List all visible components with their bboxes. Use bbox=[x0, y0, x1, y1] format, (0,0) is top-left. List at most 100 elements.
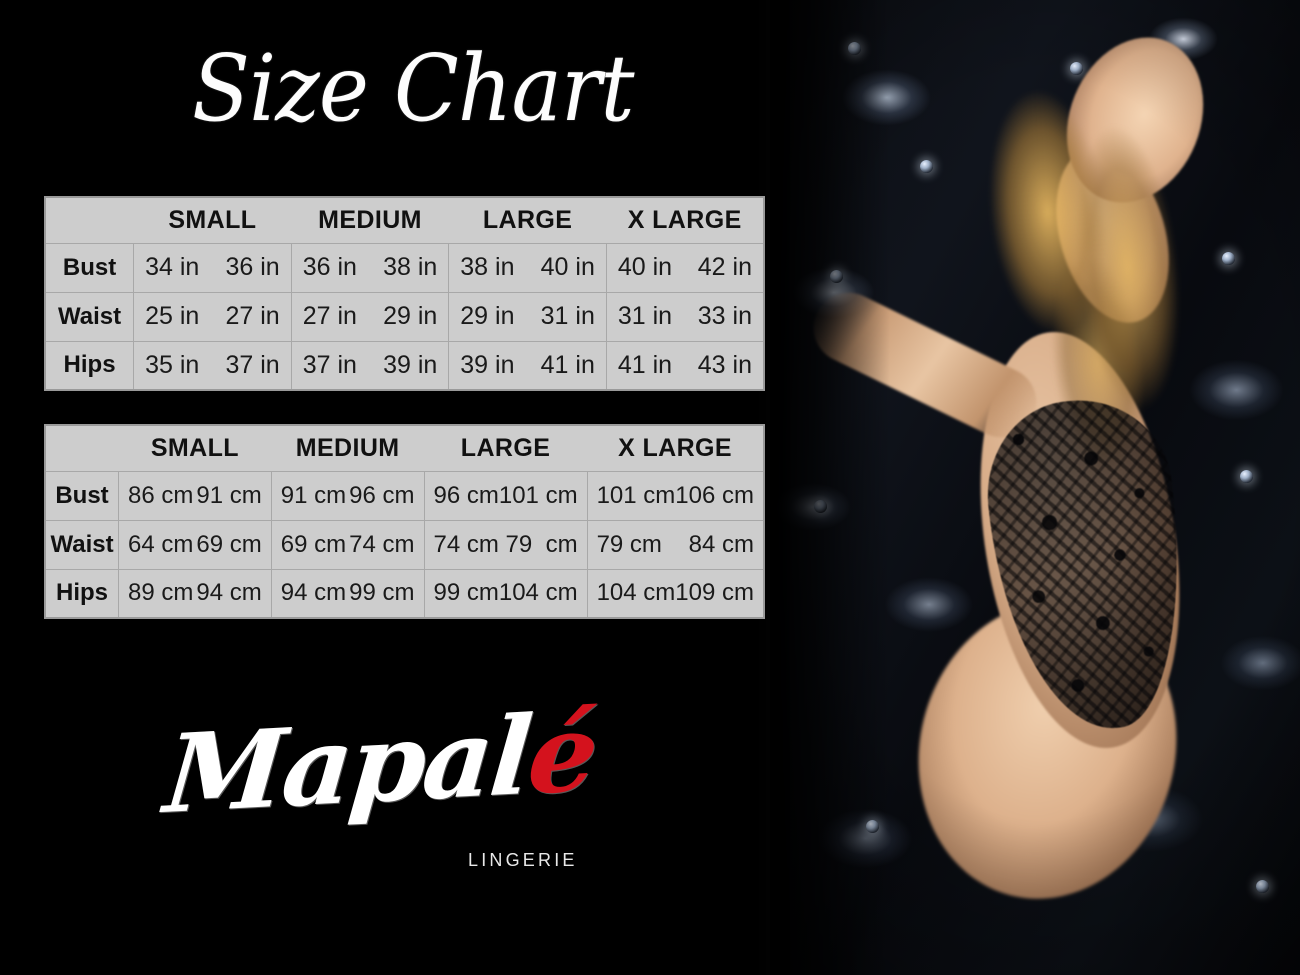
cell-bust-xlarge: 40 in 42 in bbox=[605, 242, 765, 293]
value-max: 79 cm bbox=[505, 530, 578, 558]
value-max: 27 in bbox=[225, 302, 280, 330]
cell-bust-xlarge: 101 cm 106 cm bbox=[586, 470, 765, 521]
cell-waist-medium: 27 in 29 in bbox=[290, 291, 450, 342]
cell-hips-medium: 37 in 39 in bbox=[290, 340, 450, 391]
value-min: 94 cm bbox=[280, 579, 347, 607]
value-max: 74 cm bbox=[349, 530, 415, 558]
value-max: 41 in bbox=[540, 350, 595, 379]
cell-hips-xlarge: 104 cm 109 cm bbox=[586, 568, 765, 619]
value-min: 37 in bbox=[302, 350, 357, 379]
value-max: 69 cm bbox=[196, 530, 262, 558]
brand-tagline: LINGERIE bbox=[468, 850, 578, 870]
value-max: 29 in bbox=[383, 302, 438, 330]
cell-hips-large: 39 in 41 in bbox=[448, 340, 607, 391]
row-label-waist: Waist bbox=[45, 291, 135, 342]
cell-hips-small: 89 cm 94 cm bbox=[118, 568, 272, 619]
cell-bust-medium: 36 in 38 in bbox=[290, 242, 450, 293]
table-row: Waist 64 cm 69 cm 69 cm 74 cm 74 cm 79 cm 7… bbox=[45, 519, 765, 570]
value-min: 29 in bbox=[460, 302, 515, 330]
value-min: 27 in bbox=[302, 302, 357, 330]
value-min: 35 in bbox=[145, 350, 200, 379]
column-header-large: LARGE bbox=[424, 425, 588, 471]
table-row: Waist 25 in 27 in 27 in 29 in 29 in 31 in 3… bbox=[45, 291, 765, 342]
value-max: 43 in bbox=[697, 350, 752, 379]
column-header-xlarge: X LARGE bbox=[587, 425, 764, 471]
value-min: 74 cm bbox=[433, 530, 499, 558]
value-min: 31 in bbox=[617, 302, 673, 330]
cell-waist-large: 29 in 31 in bbox=[448, 291, 607, 342]
column-header-small: SMALL bbox=[133, 197, 292, 243]
value-max: 109 cm bbox=[675, 579, 754, 607]
brand-wordmark: Mapalé bbox=[160, 690, 600, 838]
value-max: 96 cm bbox=[349, 481, 415, 509]
column-header-large: LARGE bbox=[448, 197, 607, 243]
table-header-row: SMALL MEDIUM LARGE X LARGE bbox=[45, 197, 764, 243]
value-max: 31 in bbox=[540, 302, 595, 330]
cell-bust-small: 86 cm 91 cm bbox=[118, 470, 272, 521]
column-header-medium: MEDIUM bbox=[271, 425, 424, 471]
value-min: 39 in bbox=[460, 350, 515, 379]
row-label-hips: Hips bbox=[45, 568, 120, 619]
cell-hips-xlarge: 41 in 43 in bbox=[605, 340, 765, 391]
value-min: 36 in bbox=[302, 253, 357, 281]
value-min: 89 cm bbox=[128, 579, 194, 607]
table-row: Bust 86 cm 91 cm 91 cm 96 cm 96 cm 101 cm 1… bbox=[45, 470, 765, 521]
value-min: 38 in bbox=[460, 253, 515, 281]
header-corner bbox=[45, 425, 119, 471]
value-max: 106 cm bbox=[675, 481, 754, 509]
header-corner bbox=[45, 197, 134, 243]
value-min: 91 cm bbox=[280, 481, 347, 509]
value-max: 84 cm bbox=[688, 530, 754, 558]
cell-waist-xlarge: 31 in 33 in bbox=[605, 291, 765, 342]
value-max: 37 in bbox=[225, 350, 280, 379]
value-max: 99 cm bbox=[349, 579, 415, 607]
value-max: 39 in bbox=[383, 350, 438, 379]
value-max: 91 cm bbox=[196, 481, 262, 509]
brand-name-main: Mapal bbox=[160, 693, 535, 838]
cell-waist-large: 74 cm 79 cm bbox=[423, 519, 588, 570]
cell-hips-large: 99 cm 104 cm bbox=[423, 568, 588, 619]
value-min: 104 cm bbox=[596, 579, 676, 607]
row-label-bust: Bust bbox=[45, 242, 135, 293]
row-label-hips: Hips bbox=[45, 340, 135, 391]
value-min: 25 in bbox=[145, 302, 200, 330]
value-min: 41 in bbox=[617, 350, 673, 379]
table-row: Hips 35 in 37 in 37 in 39 in 39 in 41 in 41… bbox=[45, 340, 765, 391]
cell-waist-small: 64 cm 69 cm bbox=[118, 519, 272, 570]
brand-name-accent: é bbox=[523, 689, 601, 820]
column-header-small: SMALL bbox=[118, 425, 272, 471]
value-max: 42 in bbox=[697, 253, 752, 281]
value-min: 101 cm bbox=[596, 481, 676, 509]
cell-hips-medium: 94 cm 99 cm bbox=[270, 568, 425, 619]
brand-logo: Mapalé LINGERIE bbox=[160, 690, 600, 892]
value-min: 40 in bbox=[617, 253, 673, 281]
value-max: 36 in bbox=[225, 253, 280, 281]
value-min: 64 cm bbox=[128, 530, 194, 558]
row-label-waist: Waist bbox=[45, 519, 120, 570]
page-title: Size Chart bbox=[192, 35, 635, 142]
cell-waist-xlarge: 79 cm 84 cm bbox=[586, 519, 765, 570]
value-max: 38 in bbox=[383, 253, 438, 281]
cell-bust-large: 38 in 40 in bbox=[448, 242, 607, 293]
size-table-centimeters: SMALL MEDIUM LARGE X LARGE Bust 86 cm 91 … bbox=[44, 424, 765, 619]
cell-bust-large: 96 cm 101 cm bbox=[423, 470, 588, 521]
cell-waist-small: 25 in 27 in bbox=[133, 291, 292, 342]
column-header-xlarge: X LARGE bbox=[606, 197, 764, 243]
column-header-medium: MEDIUM bbox=[291, 197, 449, 243]
value-min: 69 cm bbox=[280, 530, 347, 558]
size-table-inches: SMALL MEDIUM LARGE X LARGE Bust 34 in 36 … bbox=[44, 196, 765, 391]
row-label-bust: Bust bbox=[45, 470, 120, 521]
cell-bust-small: 34 in 36 in bbox=[133, 242, 292, 293]
value-max: 104 cm bbox=[498, 579, 578, 607]
value-max: 101 cm bbox=[498, 481, 578, 509]
value-max: 33 in bbox=[697, 302, 752, 330]
value-min: 79 cm bbox=[596, 530, 662, 558]
cell-hips-small: 35 in 37 in bbox=[133, 340, 292, 391]
table-row: Hips 89 cm 94 cm 94 cm 99 cm 99 cm 104 cm 1… bbox=[45, 568, 765, 619]
value-min: 34 in bbox=[145, 253, 200, 281]
cell-bust-medium: 91 cm 96 cm bbox=[270, 470, 425, 521]
value-min: 96 cm bbox=[433, 481, 499, 509]
photo-left-fade bbox=[770, 0, 890, 975]
table-row: Bust 34 in 36 in 36 in 38 in 38 in 40 in 40… bbox=[45, 242, 765, 293]
